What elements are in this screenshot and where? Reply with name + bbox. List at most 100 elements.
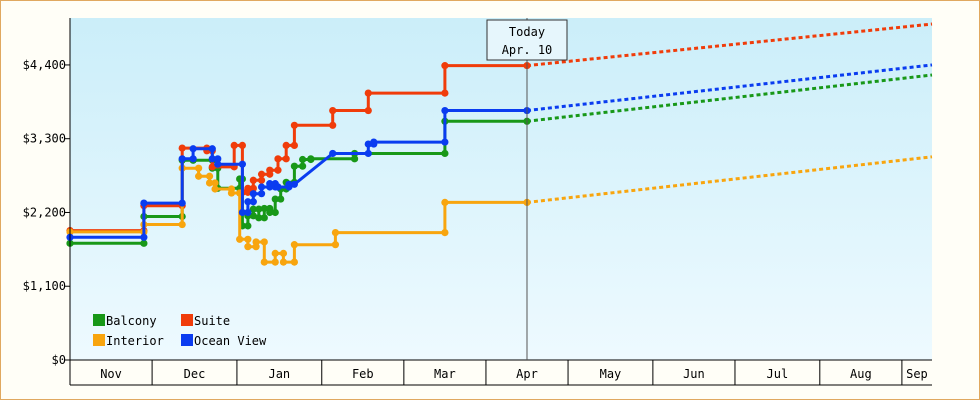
data-point <box>279 258 288 266</box>
data-point <box>274 155 282 163</box>
data-point <box>329 149 337 158</box>
data-point <box>140 239 148 247</box>
data-point <box>257 176 266 184</box>
data-point <box>285 180 293 188</box>
data-point <box>271 249 279 257</box>
legend-swatch <box>93 334 105 346</box>
forecast-line <box>526 22 933 68</box>
data-point <box>441 198 449 207</box>
data-point <box>441 106 449 115</box>
data-point <box>178 144 186 152</box>
data-point <box>274 183 282 191</box>
y-tick-label: $3,300 <box>23 132 66 146</box>
data-point <box>441 228 449 237</box>
data-point <box>249 176 257 184</box>
data-point <box>282 141 290 150</box>
plot-area <box>70 18 932 360</box>
data-point <box>370 138 378 146</box>
month-label: Aug <box>850 367 872 381</box>
data-point <box>208 155 216 163</box>
data-point <box>290 141 298 150</box>
legend-item: Ocean View <box>194 334 267 348</box>
data-point <box>274 166 282 174</box>
data-point <box>257 190 266 198</box>
data-point <box>208 145 216 153</box>
data-point <box>214 160 222 168</box>
data-point <box>227 189 236 197</box>
data-point <box>249 205 257 213</box>
legend-swatch <box>181 314 193 326</box>
forecast-line <box>526 73 933 123</box>
month-label: Mar <box>434 367 456 381</box>
data-point <box>252 238 260 246</box>
forecast-line <box>526 155 933 204</box>
data-point <box>249 212 257 220</box>
data-point <box>211 185 219 193</box>
data-point <box>257 183 266 191</box>
data-point <box>329 106 337 115</box>
data-point <box>307 155 315 163</box>
data-point <box>277 195 285 203</box>
data-point <box>178 155 186 163</box>
data-point <box>271 208 279 217</box>
today-date: Apr. 10 <box>502 43 553 57</box>
y-tick-label: $4,400 <box>23 58 66 72</box>
data-point <box>260 258 268 266</box>
month-label: Nov <box>100 367 122 381</box>
data-point <box>205 172 214 180</box>
month-label: Sep <box>906 367 928 381</box>
data-point <box>266 208 274 217</box>
data-point <box>255 205 263 213</box>
data-point <box>364 140 372 148</box>
data-point <box>244 243 252 251</box>
data-point <box>244 198 252 206</box>
data-point <box>299 155 307 164</box>
data-point <box>211 179 219 187</box>
legend-item: Balcony <box>106 314 157 328</box>
data-point <box>214 155 222 163</box>
data-point <box>260 214 268 222</box>
month-label: May <box>600 367 622 381</box>
legend-swatch <box>181 334 193 346</box>
data-point <box>189 155 197 163</box>
today-box <box>486 19 568 61</box>
month-label: Apr <box>516 367 538 381</box>
data-point <box>441 62 449 70</box>
data-point <box>364 149 372 158</box>
data-point <box>290 258 298 266</box>
data-point <box>208 163 216 171</box>
data-point <box>299 162 307 170</box>
legend-swatch <box>93 314 105 326</box>
data-point <box>290 180 298 188</box>
series-ocean-view <box>66 63 933 241</box>
data-point <box>238 208 246 217</box>
data-point <box>249 198 257 206</box>
today-label: Today <box>509 25 545 39</box>
data-point <box>205 179 214 187</box>
data-point <box>244 184 252 192</box>
data-point <box>244 208 252 217</box>
month-label: Feb <box>352 367 374 381</box>
data-point <box>178 220 186 229</box>
data-point <box>244 235 252 243</box>
data-point <box>441 89 449 97</box>
month-label: Jan <box>268 367 290 381</box>
data-point <box>178 199 186 207</box>
data-point <box>364 106 372 115</box>
data-point <box>271 258 279 266</box>
data-point <box>195 172 203 180</box>
data-point <box>255 214 263 222</box>
data-point <box>140 199 148 207</box>
data-point <box>230 141 238 150</box>
data-point <box>244 222 252 230</box>
data-point <box>290 121 298 129</box>
data-point <box>249 184 257 192</box>
data-point <box>140 233 148 241</box>
data-point <box>350 155 359 163</box>
month-label: Jul <box>767 367 789 381</box>
data-point <box>331 241 340 249</box>
data-point <box>238 141 246 150</box>
data-point <box>249 190 257 198</box>
data-point <box>238 160 246 168</box>
